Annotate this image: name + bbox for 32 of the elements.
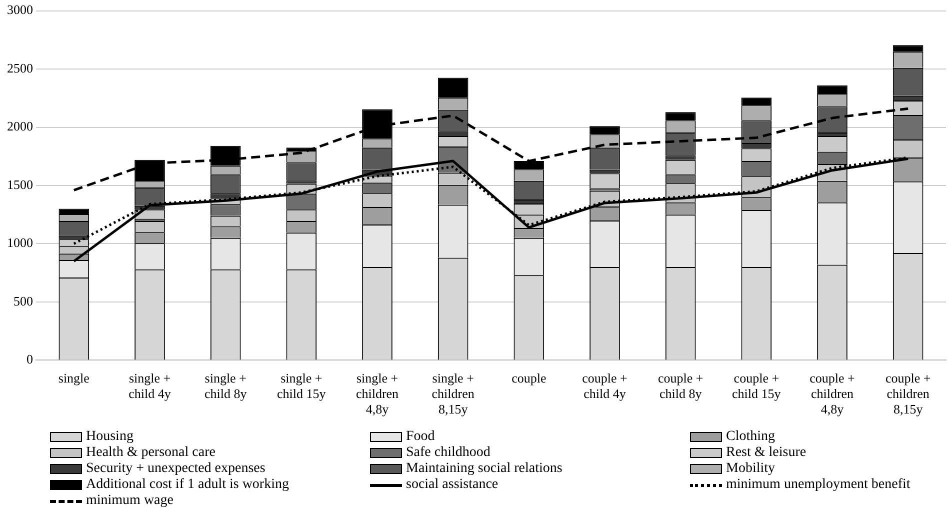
legend-label: Clothing [726, 429, 776, 445]
y-tick-label: 0 [26, 352, 33, 367]
x-tick-label: couple + child 4y [582, 370, 628, 402]
x-tick-label: couple + children 8,15y [885, 370, 931, 417]
x-tick-label: single + child 4y [128, 370, 172, 402]
x-tick-label: single + child 8y [204, 370, 248, 402]
legend-label: Security + unexpected expenses [86, 461, 266, 477]
x-tick-label: single + children 8,15y [432, 370, 475, 417]
legend-label: Safe childhood [406, 445, 490, 461]
y-tick-label: 2000 [7, 118, 33, 134]
legend-label: Maintaining social relations [406, 461, 562, 477]
x-tick-label: couple [512, 370, 546, 386]
x-tick-label: couple + children 4,8y [810, 370, 855, 417]
legend-label: minimum unemployment benefit [726, 477, 910, 493]
y-tick-label: 2500 [7, 60, 33, 76]
x-tick-label: single + children 4,8y [356, 370, 400, 417]
legend-label: Housing [86, 429, 134, 445]
x-tick-label: couple + child 15y [732, 370, 782, 402]
legend-label: Mobility [726, 461, 776, 477]
legend-label: social assistance [406, 477, 498, 493]
y-tick-label: 500 [14, 293, 33, 308]
legend-label: Food [406, 429, 435, 445]
legend-label: minimum wage [86, 493, 174, 509]
y-tick-label: 3000 [7, 2, 33, 18]
legend-label: Additional cost if 1 adult is working [86, 477, 289, 493]
x-tick-label: couple + child 8y [658, 370, 704, 402]
legend-label: Rest & leisure [726, 445, 806, 461]
x-tick-label: single + child 15y [277, 370, 326, 402]
x-tick-label: single [58, 370, 90, 386]
y-tick-label: 1500 [7, 176, 33, 192]
legend-label: Health & personal care [86, 445, 216, 461]
y-tick-label: 1000 [7, 235, 33, 250]
